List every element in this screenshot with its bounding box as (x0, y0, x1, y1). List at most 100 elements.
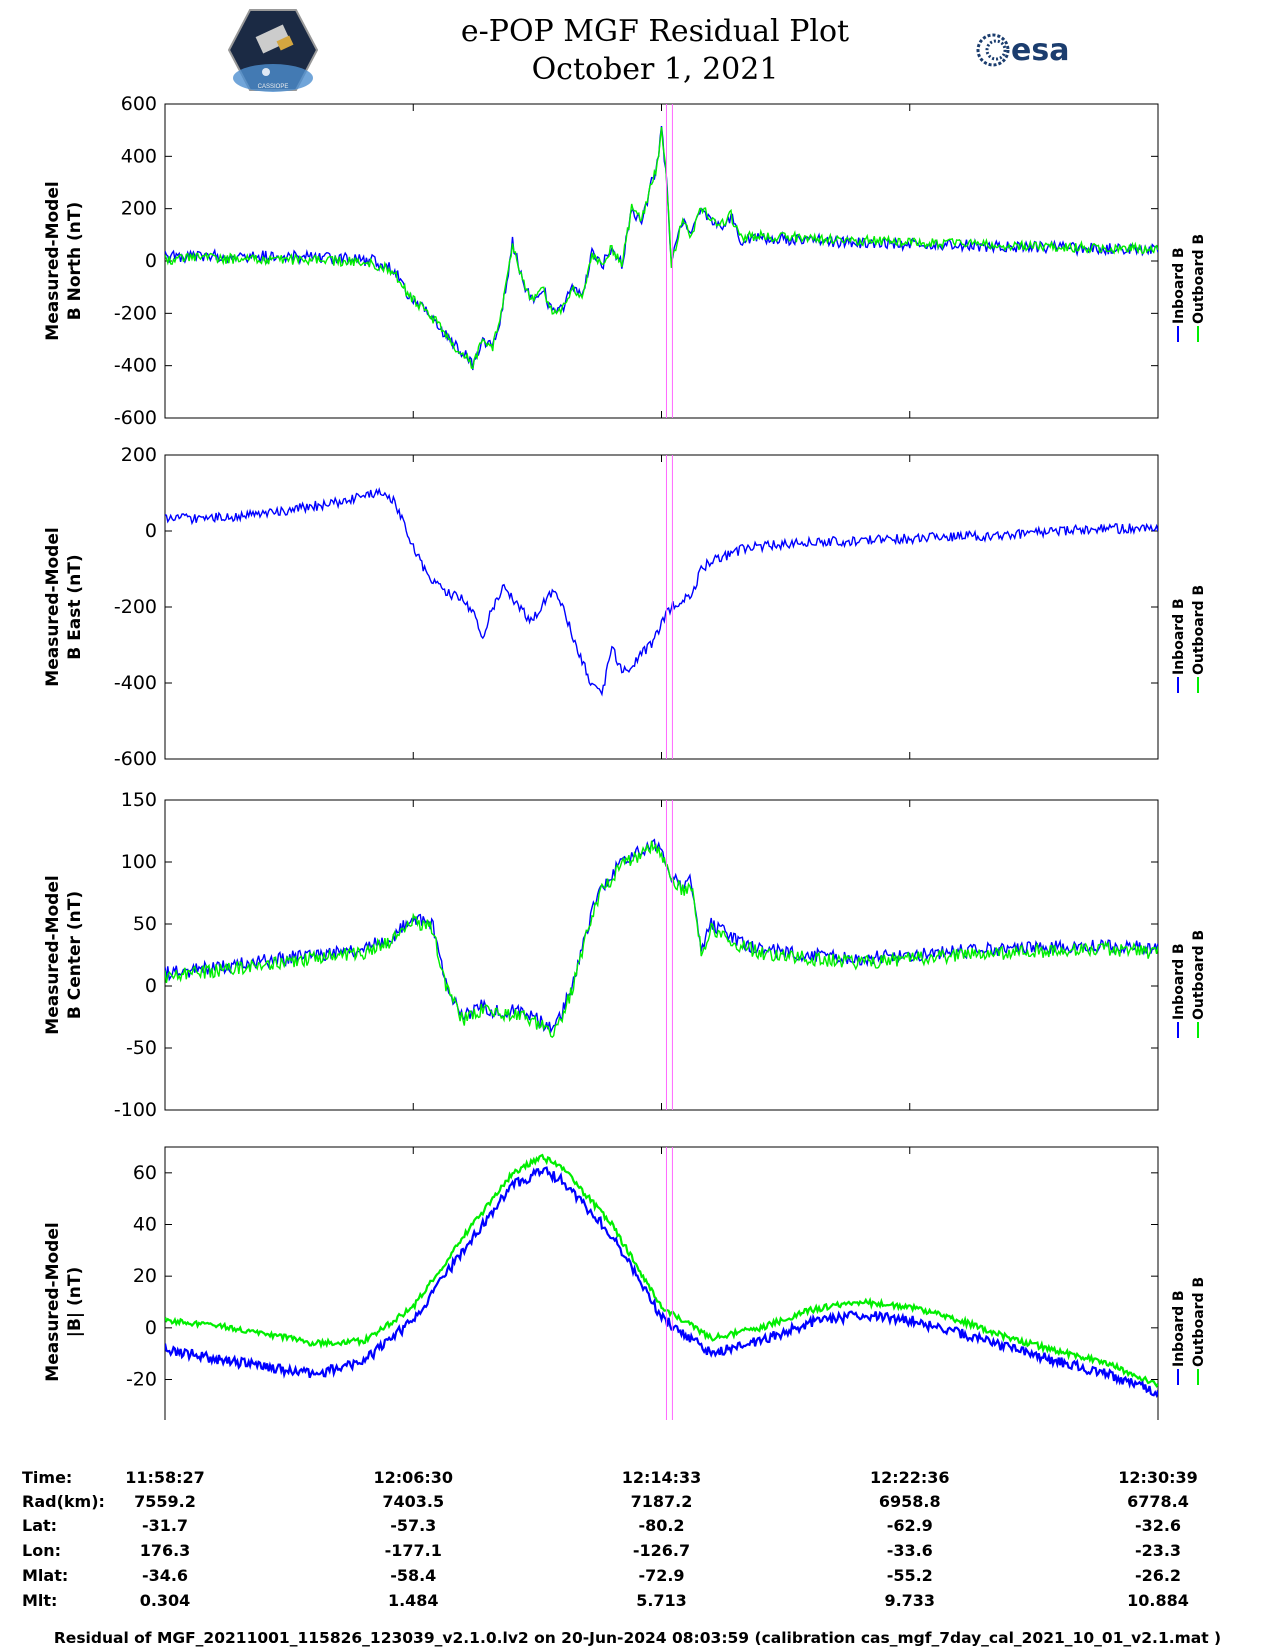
info-value: 1.484 (387, 1591, 439, 1610)
panel-3: -100 -50 0 50 100 150 Measured-Model B Center (… (43, 789, 1207, 1121)
y-tick-label: 0 (145, 520, 157, 542)
info-label: Lat: (22, 1516, 58, 1535)
info-value: -33.6 (886, 1541, 933, 1560)
series-inboard (165, 838, 1158, 1034)
y-axis-label-units: B Center (nT) (65, 891, 85, 1019)
data-layer (165, 838, 1158, 1038)
header: CASSIOPE e-POP MGF Residual Plot October… (0, 0, 1275, 100)
info-label: Mlt: (22, 1591, 58, 1610)
data-layer (165, 486, 1158, 697)
info-value: 12:30:39 (1118, 1468, 1198, 1487)
esa-logo-text: esa (1011, 33, 1069, 68)
legend-inboard: Inboard B (1171, 943, 1187, 1020)
y-tick-label: 20 (133, 1265, 157, 1287)
info-value: 12:14:33 (621, 1468, 702, 1487)
series-inboard (165, 1166, 1158, 1399)
y-tick-label: 100 (121, 851, 157, 873)
info-value: -32.6 (1134, 1516, 1182, 1535)
info-label: Mlat: (22, 1566, 69, 1585)
info-value: 0.304 (139, 1591, 191, 1610)
info-value: 6778.4 (1127, 1492, 1189, 1511)
plot-date: October 1, 2021 (531, 52, 779, 87)
data-layer (165, 126, 1158, 371)
info-value: 7187.2 (630, 1492, 693, 1511)
info-value: -26.2 (1134, 1566, 1182, 1585)
info-value: -72.9 (638, 1566, 685, 1585)
info-value: -62.9 (886, 1516, 933, 1535)
info-value: -80.2 (638, 1516, 685, 1535)
legend-inboard: Inboard B (1171, 1290, 1187, 1367)
legend-inboard: Inboard B (1171, 598, 1187, 675)
info-value: -34.6 (141, 1566, 189, 1585)
y-tick-label: 600 (121, 93, 157, 115)
y-tick-label: 60 (133, 1162, 157, 1184)
info-value: -31.7 (141, 1516, 189, 1535)
y-tick-label: 0 (145, 975, 157, 997)
legend-inboard: Inboard B (1171, 247, 1187, 324)
info-value: -177.1 (384, 1541, 442, 1560)
info-label: Rad(km): (22, 1492, 105, 1511)
esa-logo: esa (976, 33, 1069, 68)
y-tick-label: 150 (121, 789, 157, 811)
plot-frame (164, 1146, 1159, 1420)
y-tick-label: 50 (133, 913, 157, 935)
info-value: 6958.8 (878, 1492, 941, 1511)
info-value: -55.2 (886, 1566, 933, 1585)
plot-frame (164, 103, 1159, 419)
cassiope-logo-text: CASSIOPE (258, 84, 289, 90)
info-value: 5.713 (636, 1591, 687, 1610)
legend-outboard: Outboard B (1191, 1277, 1207, 1367)
y-axis-label-units: |B| (nT) (65, 1267, 85, 1338)
info-value: -57.3 (390, 1516, 437, 1535)
y-axis-label: Measured-Model (43, 1222, 63, 1381)
y-tick-label: -400 (114, 355, 157, 377)
plot-title: e-POP MGF Residual Plot (460, 14, 850, 49)
series-outboard (165, 1153, 1158, 1388)
info-value: -58.4 (390, 1566, 437, 1585)
y-axis-label-units: B East (nT) (65, 554, 85, 659)
y-axis-label-units: B North (nT) (65, 202, 85, 321)
y-tick-label: 200 (121, 198, 157, 220)
legend-outboard: Outboard B (1191, 234, 1207, 324)
series-outboard (165, 840, 1158, 1038)
panel-1: -600 -400 -200 0 200 400 600 Measured-Model B No… (43, 93, 1207, 429)
y-axis-label: Measured-Model (43, 527, 63, 686)
legend-outboard: Outboard B (1191, 930, 1207, 1020)
series-inboard (165, 486, 1158, 697)
info-value: 12:06:30 (373, 1468, 454, 1487)
y-tick-label: -100 (114, 1099, 157, 1121)
info-value: -126.7 (632, 1541, 691, 1560)
y-tick-label: 200 (121, 444, 157, 466)
legend-outboard: Outboard B (1191, 585, 1207, 675)
y-tick-label: 0 (145, 1317, 157, 1339)
y-axis-label: Measured-Model (43, 875, 63, 1034)
y-tick-label: 0 (145, 250, 157, 272)
y-tick-label: -600 (114, 407, 157, 429)
footer-caption: Residual of MGF_20211001_115826_123039_v… (53, 1629, 1222, 1647)
info-label: Time: (22, 1468, 73, 1487)
info-value: 7403.5 (382, 1492, 445, 1511)
y-tick-label: -400 (114, 672, 157, 694)
y-tick-label: 40 (133, 1214, 157, 1236)
y-tick-label: -200 (114, 302, 157, 324)
plot-frame (164, 454, 1159, 760)
info-value: 12:22:36 (869, 1468, 950, 1487)
panel-2: -600 -400 -200 0 200 Measured-Model B East (nT… (43, 444, 1207, 770)
y-tick-label: -20 (126, 1369, 157, 1391)
info-value: 11:58:27 (125, 1468, 205, 1487)
info-value: 10.884 (1127, 1591, 1189, 1610)
info-value: 7559.2 (134, 1492, 196, 1511)
y-axis-label: Measured-Model (43, 181, 63, 340)
info-value: -23.3 (1134, 1541, 1182, 1560)
info-value: 9.733 (884, 1591, 936, 1610)
info-value: 176.3 (139, 1541, 191, 1560)
cassiope-satellite-logo: CASSIOPE (228, 9, 318, 92)
y-tick-label: -50 (126, 1037, 157, 1059)
series-inboard (165, 126, 1158, 371)
y-tick-label: -600 (114, 748, 157, 770)
series-outboard (165, 127, 1158, 370)
y-tick-label: -200 (114, 596, 157, 618)
data-layer (165, 1153, 1158, 1399)
